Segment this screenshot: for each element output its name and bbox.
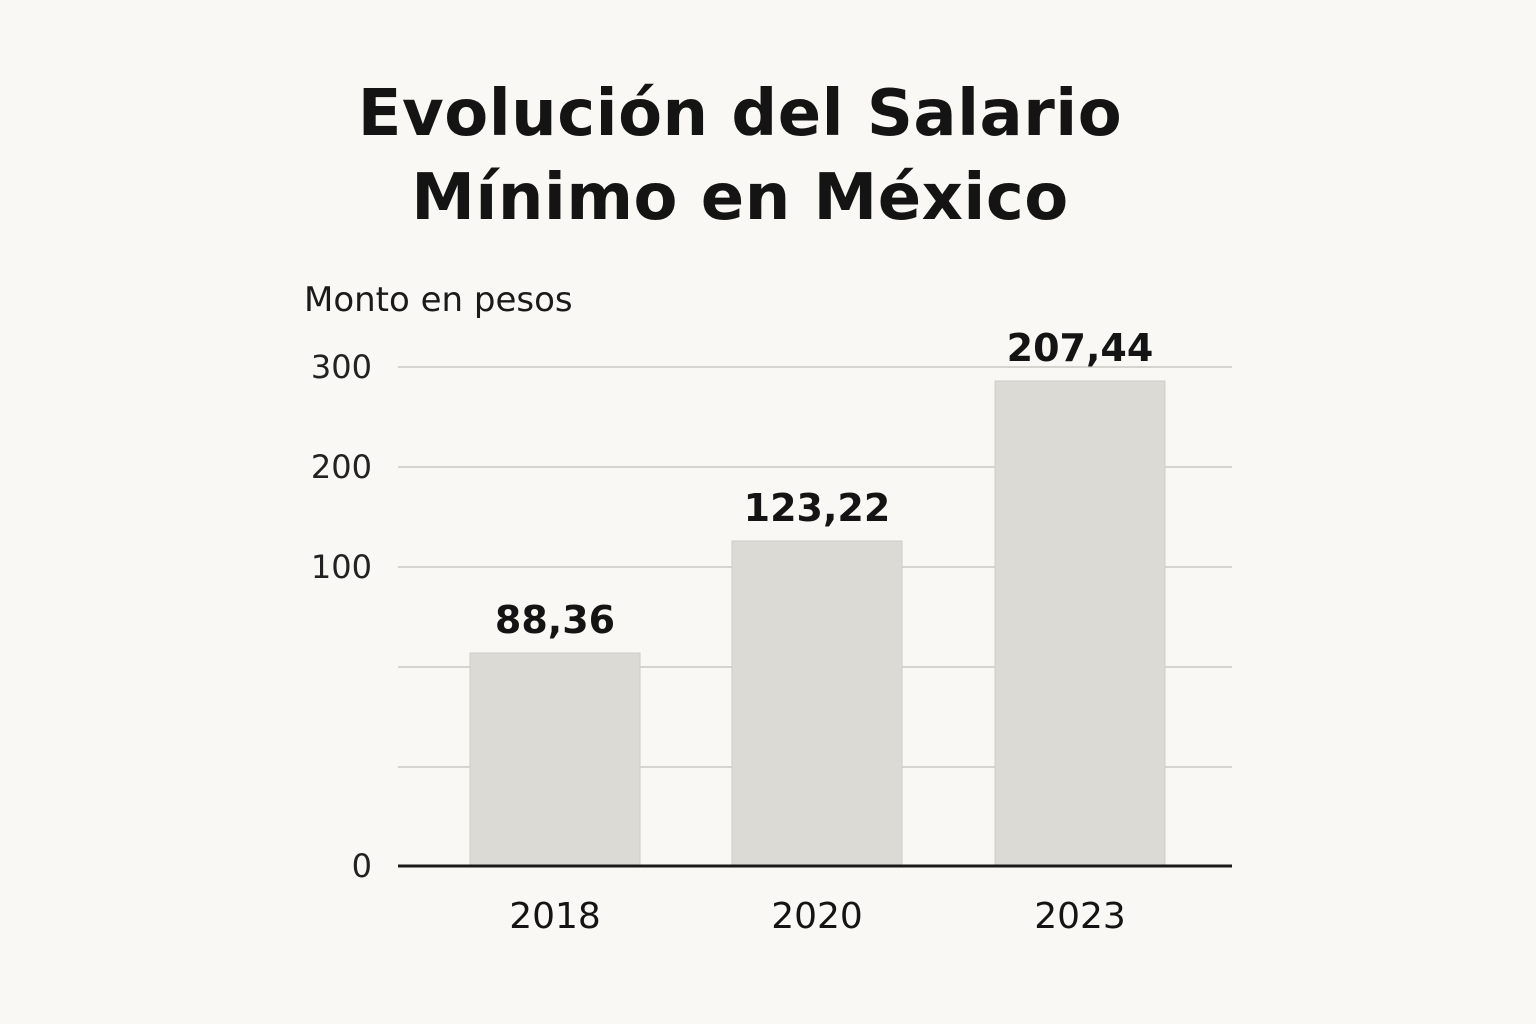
bar-2020 — [731, 540, 903, 867]
value-label-2020: 123,22 — [744, 486, 891, 530]
y-tick-label-300: 300 — [311, 348, 372, 386]
y-tick-label-100: 100 — [311, 548, 372, 586]
y-axis-label: Monto en pesos — [304, 280, 573, 320]
chart-title-line-2: Mínimo en México — [411, 161, 1069, 235]
value-label-2018: 88,36 — [495, 598, 615, 642]
bar-2018 — [469, 652, 641, 867]
x-tick-label-2020: 2020 — [771, 896, 863, 937]
labels: 88,36 2018 123,22 2020 207,44 2023 0 100 200 300 — [311, 326, 1153, 937]
y-tick-label-0: 0 — [352, 847, 372, 885]
y-tick-label-200: 200 — [311, 448, 372, 486]
chart-title: Evolución del Salario Mínimo en México — [340, 72, 1140, 240]
x-tick-label-2023: 2023 — [1034, 896, 1126, 937]
bar-2023 — [994, 380, 1166, 867]
x-tick-label-2018: 2018 — [509, 896, 601, 937]
bars — [469, 380, 1166, 867]
value-label-2023: 207,44 — [1007, 326, 1154, 370]
chart-title-line-1: Evolución del Salario — [357, 77, 1123, 151]
